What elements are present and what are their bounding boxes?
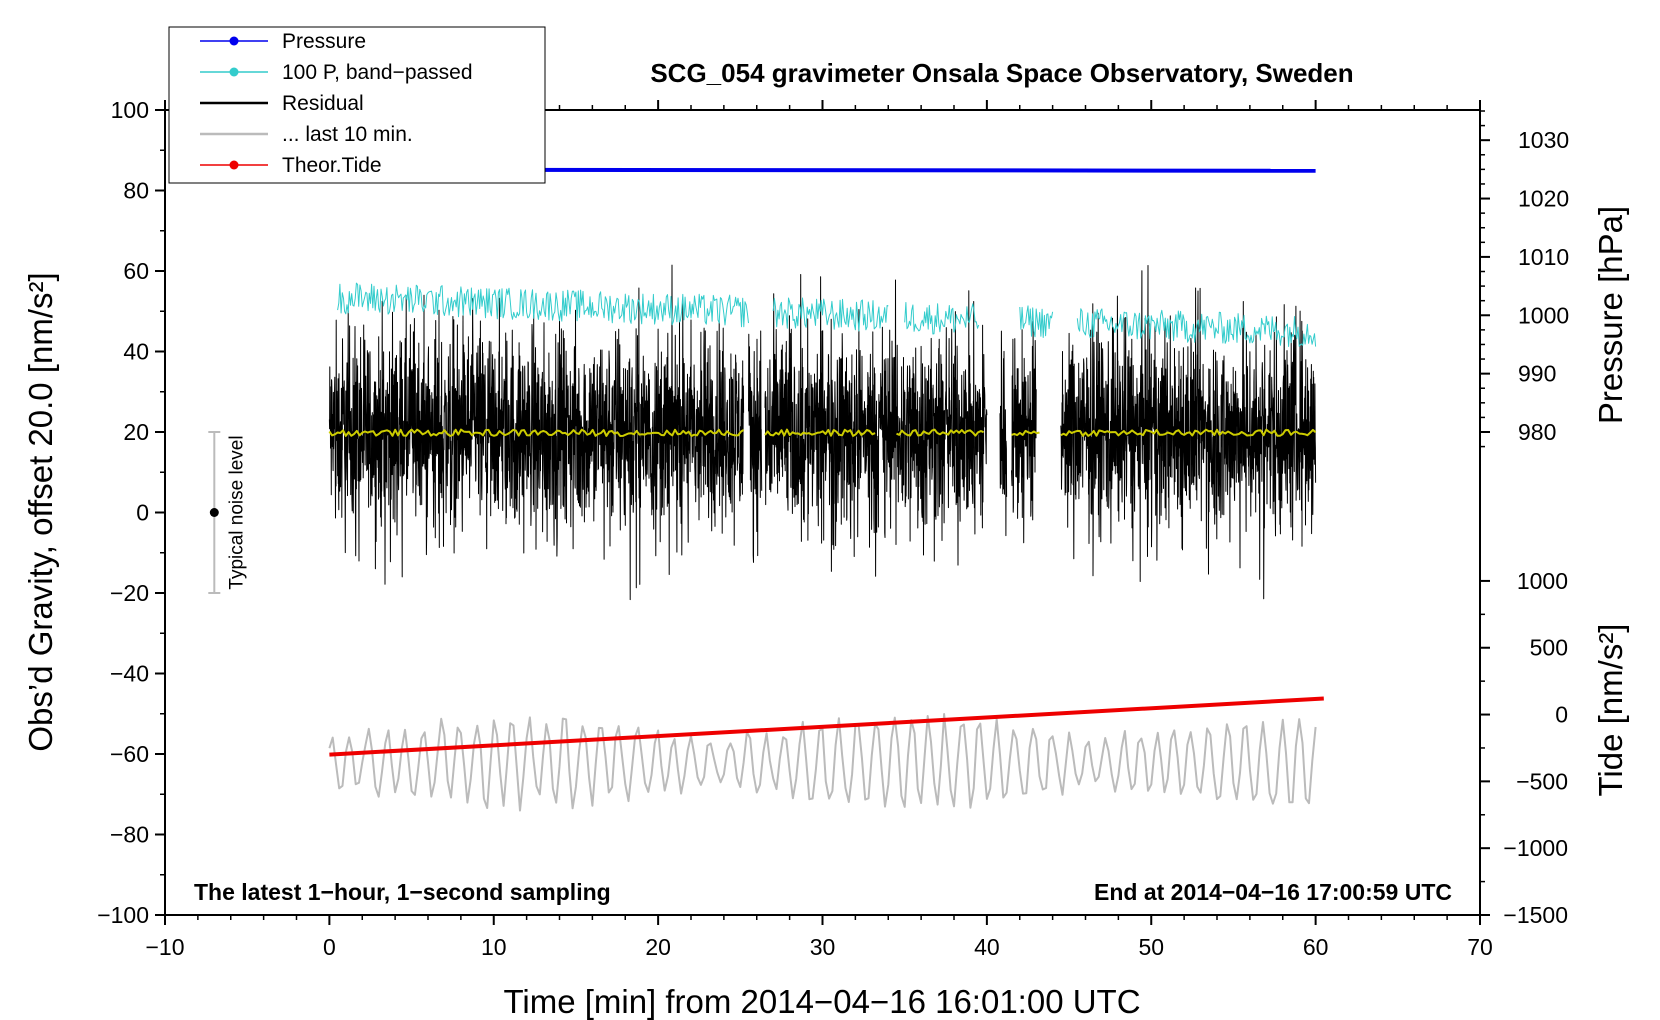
x-tick-label: −10 bbox=[145, 934, 184, 960]
annotation-sampling: The latest 1−hour, 1−second sampling bbox=[194, 879, 611, 905]
x-tick-label: 70 bbox=[1467, 934, 1493, 960]
residual-smoothed-line bbox=[764, 428, 876, 437]
y-tick-label: 60 bbox=[123, 258, 149, 284]
x-tick-label: 30 bbox=[810, 934, 836, 960]
y-axis-title-pressure: Pressure [hPa] bbox=[1592, 206, 1629, 424]
y-axis-title-tide: Tide [nm/s²] bbox=[1592, 624, 1629, 797]
legend-swatch-marker bbox=[229, 67, 239, 77]
x-tick-label: 60 bbox=[1303, 934, 1329, 960]
legend: Pressure 100 P, band−passed Residual ... la… bbox=[168, 26, 546, 184]
legend-label: Pressure bbox=[282, 30, 366, 53]
data-series bbox=[328, 167, 1324, 812]
theoretical-tide-line bbox=[329, 696, 1324, 757]
annotation-end-time: End at 2014−04−16 17:00:59 UTC bbox=[1094, 879, 1452, 905]
y-tick-label: 0 bbox=[136, 500, 149, 526]
axis-ticks: −10 0 10 20 30 40 50 60 70−100−80−60−40−20020406… bbox=[97, 97, 1569, 960]
y-tick-label: −80 bbox=[110, 822, 149, 848]
pressure-tick-label: 1020 bbox=[1518, 186, 1569, 212]
residual-line bbox=[999, 330, 1008, 537]
legend-swatch-marker bbox=[229, 36, 239, 46]
tide-tick-label: −1500 bbox=[1503, 902, 1568, 928]
tide-tick-label: 1000 bbox=[1517, 568, 1568, 594]
chart-title: SCG_054 gravimeter Onsala Space Observat… bbox=[650, 58, 1353, 88]
y-tick-label: −60 bbox=[110, 741, 149, 767]
residual-smoothed-line bbox=[1011, 429, 1040, 437]
x-tick-label: 50 bbox=[1138, 934, 1164, 960]
legend-label: Theor.Tide bbox=[282, 154, 382, 177]
x-tick-label: 10 bbox=[481, 934, 507, 960]
y-tick-label: 100 bbox=[111, 97, 149, 123]
legend-label: ... last 10 min. bbox=[282, 123, 413, 146]
x-axis-title: Time [min] from 2014−04−16 16:01:00 UTC bbox=[503, 983, 1140, 1020]
y-tick-label: 40 bbox=[123, 339, 149, 365]
x-tick-label: 0 bbox=[323, 934, 336, 960]
x-tick-label: 40 bbox=[974, 934, 1000, 960]
band-passed-pressure-line bbox=[772, 297, 889, 332]
pressure-tick-label: 990 bbox=[1518, 361, 1556, 387]
noise-bar-label: Typical noise level bbox=[226, 435, 247, 589]
band-passed-pressure-line bbox=[337, 282, 749, 328]
legend-swatch-marker bbox=[229, 160, 239, 170]
pressure-tick-label: 1000 bbox=[1518, 302, 1569, 328]
legend-label: 100 P, band−passed bbox=[282, 61, 473, 84]
residual-line bbox=[1011, 321, 1037, 544]
residual-line bbox=[328, 264, 745, 601]
y-tick-label: 20 bbox=[123, 419, 149, 445]
band-passed-pressure-line bbox=[904, 302, 980, 335]
band-passed-pressure-line bbox=[1076, 308, 1317, 347]
y-tick-label: 80 bbox=[123, 178, 149, 204]
tide-tick-label: 0 bbox=[1555, 702, 1568, 728]
x-tick-label: 20 bbox=[645, 934, 671, 960]
y-tick-label: −100 bbox=[97, 902, 149, 928]
tide-tick-label: −1000 bbox=[1503, 835, 1568, 861]
residual-smoothed-line bbox=[1060, 428, 1317, 437]
tide-tick-label: 500 bbox=[1530, 635, 1568, 661]
y-axis-title-left: Obs’d Gravity, offset 20.0 [nm/s²] bbox=[22, 272, 59, 751]
plot-frame bbox=[164, 109, 1481, 916]
noise-indicator: Typical noise level bbox=[208, 431, 247, 594]
y-tick-label: −40 bbox=[110, 661, 149, 687]
band-passed-pressure-line bbox=[1019, 305, 1054, 338]
residual-smoothed-line bbox=[896, 428, 984, 437]
residual-line bbox=[748, 330, 763, 563]
pressure-tick-label: 1010 bbox=[1518, 244, 1569, 270]
noise-bar-center-dot bbox=[209, 508, 219, 517]
legend-label: Residual bbox=[282, 92, 364, 115]
pressure-tick-label: 1030 bbox=[1518, 127, 1569, 153]
y-tick-label: −20 bbox=[110, 580, 149, 606]
pressure-tick-label: 980 bbox=[1518, 419, 1556, 445]
tide-tick-label: −500 bbox=[1516, 768, 1568, 794]
residual-smoothed-line bbox=[328, 428, 745, 437]
legend-box bbox=[168, 26, 546, 184]
residual-line bbox=[1060, 265, 1317, 600]
